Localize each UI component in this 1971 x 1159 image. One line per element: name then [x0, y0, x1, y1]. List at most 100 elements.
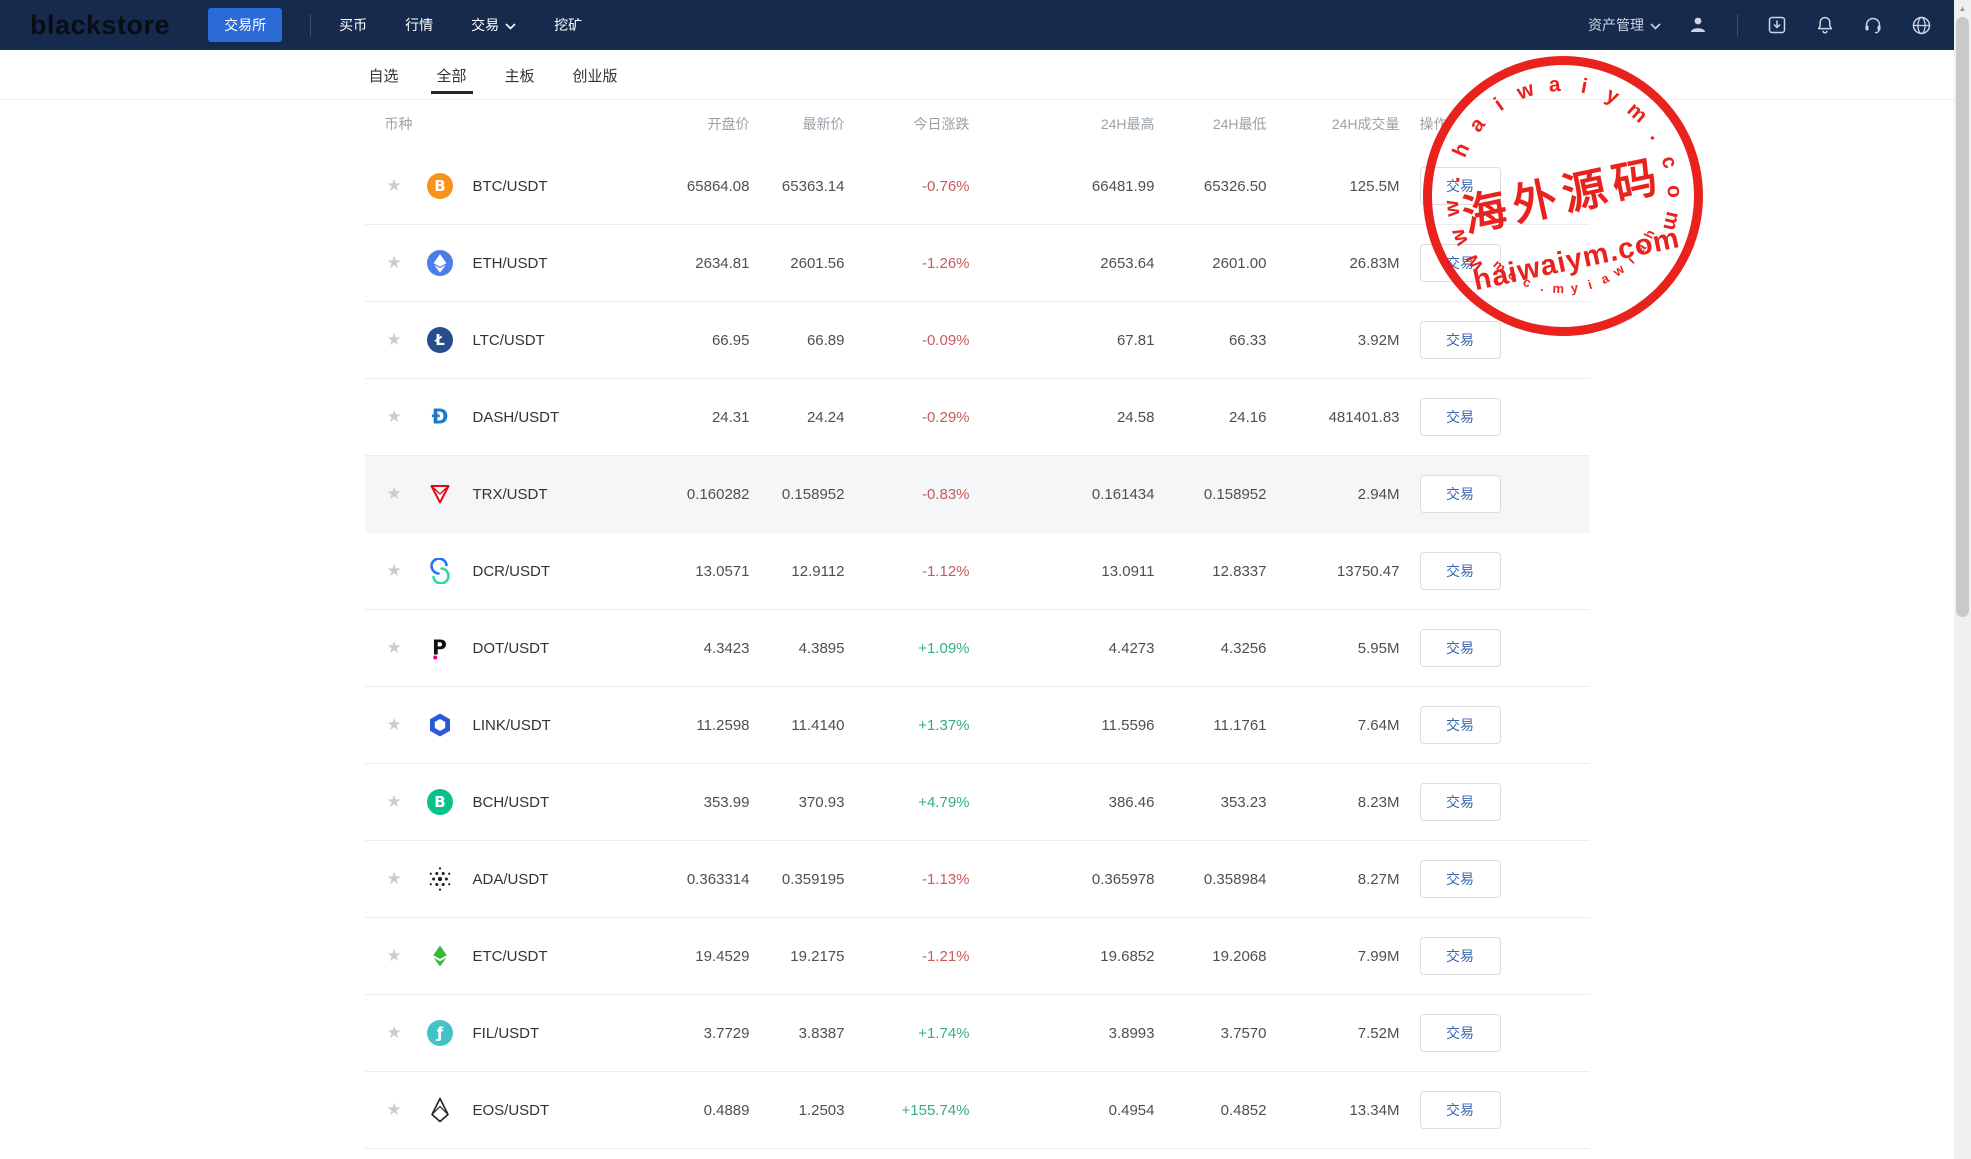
high-24h: 19.6852	[1100, 947, 1155, 965]
favorite-star-icon[interactable]: ★	[386, 253, 402, 272]
favorite-star-icon[interactable]: ★	[386, 1023, 402, 1042]
last-price: 66.89	[806, 331, 845, 349]
favorite-star-icon[interactable]: ★	[386, 638, 402, 657]
trade-button[interactable]: 交易	[1419, 783, 1501, 821]
pair-name: ADA/USDT	[472, 870, 549, 888]
language-globe-icon[interactable]	[1910, 14, 1932, 36]
pair-name: EOS/USDT	[472, 1101, 550, 1119]
assets-menu[interactable]: 资产管理	[1588, 15, 1661, 35]
table-header: 币种 开盘价 最新价 今日涨跌 24H最高 24H最低 24H成交量 操作	[365, 100, 1590, 148]
trade-button[interactable]: 交易	[1419, 552, 1501, 590]
ltc-icon: Ł	[426, 327, 453, 353]
tab-3[interactable]: 主板	[504, 67, 535, 85]
low-24h: 24.16	[1228, 408, 1267, 426]
market-row[interactable]: ★ Ł LTC/USDT 66.95 66.89 -0.09% 67.81 66…	[364, 302, 1590, 379]
favorite-star-icon[interactable]: ★	[386, 792, 402, 811]
svg-text:P: P	[432, 636, 447, 660]
support-headset-icon[interactable]	[1862, 14, 1884, 36]
volume-24h: 8.23M	[1357, 793, 1400, 811]
header-high: 24H最高	[1100, 116, 1155, 132]
tab-2[interactable]: 全部	[433, 50, 471, 100]
trx-icon	[427, 481, 453, 507]
favorite-star-icon[interactable]: ★	[386, 1100, 402, 1119]
last-price: 0.359195	[781, 870, 845, 888]
notifications-bell-icon[interactable]	[1814, 14, 1836, 36]
header-low: 24H最低	[1212, 116, 1267, 132]
trade-button[interactable]: 交易	[1419, 629, 1501, 667]
market-row[interactable]: ★ ƒ FIL/USDT 3.7729 3.8387 +1.74% 3.8993…	[364, 995, 1590, 1072]
favorite-star-icon[interactable]: ★	[386, 561, 402, 580]
ada-icon	[427, 866, 453, 892]
change-percent: +1.37%	[918, 716, 970, 734]
etc-icon	[427, 943, 453, 969]
app-logo: blackstore	[30, 9, 171, 40]
open-price: 353.99	[703, 793, 750, 811]
favorite-star-icon[interactable]: ★	[386, 484, 402, 503]
low-24h: 4.3256	[1220, 639, 1267, 657]
exchange-button[interactable]: 交易所	[208, 8, 283, 42]
market-row[interactable]: ★ LINK/USDT 11.2598 11.4140 +1.37% 11.55…	[364, 687, 1590, 764]
fil-icon: ƒ	[426, 1020, 453, 1046]
last-price: 19.2175	[790, 947, 845, 965]
market-row[interactable]: ★ B BCH/USDT 353.99 370.93 +4.79% 386.46…	[364, 764, 1590, 841]
svg-text:B: B	[434, 793, 445, 811]
favorite-star-icon[interactable]: ★	[386, 330, 402, 349]
high-24h: 66481.99	[1091, 177, 1155, 195]
high-24h: 11.5596	[1101, 716, 1155, 734]
nav-item-1[interactable]: 买币	[339, 17, 368, 33]
nav-divider	[310, 14, 312, 36]
volume-24h: 7.99M	[1357, 947, 1400, 965]
eos-icon	[427, 1097, 453, 1123]
pair-name: TRX/USDT	[472, 485, 548, 503]
favorite-star-icon[interactable]: ★	[386, 407, 402, 426]
favorite-star-icon[interactable]: ★	[386, 869, 402, 888]
user-icon[interactable]	[1687, 14, 1709, 36]
nav-item-4[interactable]: 挖矿	[554, 17, 583, 33]
change-percent: -0.83%	[921, 485, 970, 503]
market-row[interactable]: ★ B BTC/USDT 65864.08 65363.14 -0.76% 66…	[364, 148, 1590, 225]
low-24h: 12.8337	[1212, 562, 1267, 580]
trade-button[interactable]: 交易	[1419, 398, 1501, 436]
market-row[interactable]: ★ ETC/USDT 19.4529 19.2175 -1.21% 19.685…	[364, 918, 1590, 995]
market-row[interactable]: ★ TRX/USDT 0.160282 0.158952 -0.83% 0.16…	[364, 456, 1590, 533]
link-icon	[427, 712, 453, 738]
market-row[interactable]: ★ Ð DASH/USDT 24.31 24.24 -0.29% 24.58 2…	[364, 379, 1590, 456]
browser-scrollbar[interactable]: ▲	[1954, 0, 1971, 1159]
trade-button[interactable]: 交易	[1419, 1091, 1501, 1129]
high-24h: 3.8993	[1108, 1024, 1155, 1042]
high-24h: 24.58	[1116, 408, 1155, 426]
last-price: 11.4140	[791, 716, 845, 734]
trade-button[interactable]: 交易	[1419, 860, 1501, 898]
market-row[interactable]: ★ ADA/USDT 0.363314 0.359195 -1.13% 0.36…	[364, 841, 1590, 918]
nav-item-3[interactable]: 交易	[471, 15, 516, 35]
market-row[interactable]: ★ DCR/USDT 13.0571 12.9112 -1.12% 13.091…	[364, 533, 1590, 610]
high-24h: 13.0911	[1101, 562, 1155, 580]
trade-button[interactable]: 交易	[1419, 167, 1501, 205]
tab-1[interactable]: 自选	[368, 67, 399, 85]
trade-button[interactable]: 交易	[1419, 706, 1501, 744]
trade-button[interactable]: 交易	[1419, 1014, 1501, 1052]
trade-button[interactable]: 交易	[1419, 244, 1501, 282]
eth-icon	[426, 250, 453, 276]
trade-button[interactable]: 交易	[1419, 321, 1501, 359]
last-price: 4.3895	[798, 639, 845, 657]
high-24h: 4.4273	[1108, 639, 1155, 657]
volume-24h: 13.34M	[1349, 1101, 1400, 1119]
scroll-up-arrow-icon[interactable]: ▲	[1958, 4, 1967, 13]
favorite-star-icon[interactable]: ★	[386, 946, 402, 965]
market-row[interactable]: ★ ETH/USDT 2634.81 2601.56 -1.26% 2653.6…	[364, 225, 1590, 302]
last-price: 370.93	[798, 793, 845, 811]
trade-button[interactable]: 交易	[1419, 937, 1501, 975]
nav-item-2[interactable]: 行情	[405, 17, 434, 33]
high-24h: 386.46	[1108, 793, 1155, 811]
svg-text:ƒ: ƒ	[435, 1024, 443, 1042]
scrollbar-thumb[interactable]	[1956, 17, 1969, 617]
market-row[interactable]: ★ P DOT/USDT 4.3423 4.3895 +1.09% 4.4273…	[364, 610, 1590, 687]
favorite-star-icon[interactable]: ★	[386, 176, 402, 195]
favorite-star-icon[interactable]: ★	[386, 715, 402, 734]
download-app-icon[interactable]	[1766, 14, 1788, 36]
high-24h: 2653.64	[1100, 254, 1155, 272]
trade-button[interactable]: 交易	[1419, 475, 1501, 513]
tab-4[interactable]: 创业版	[572, 67, 618, 85]
market-row[interactable]: ★ EOS/USDT 0.4889 1.2503 +155.74% 0.4954…	[364, 1072, 1590, 1149]
